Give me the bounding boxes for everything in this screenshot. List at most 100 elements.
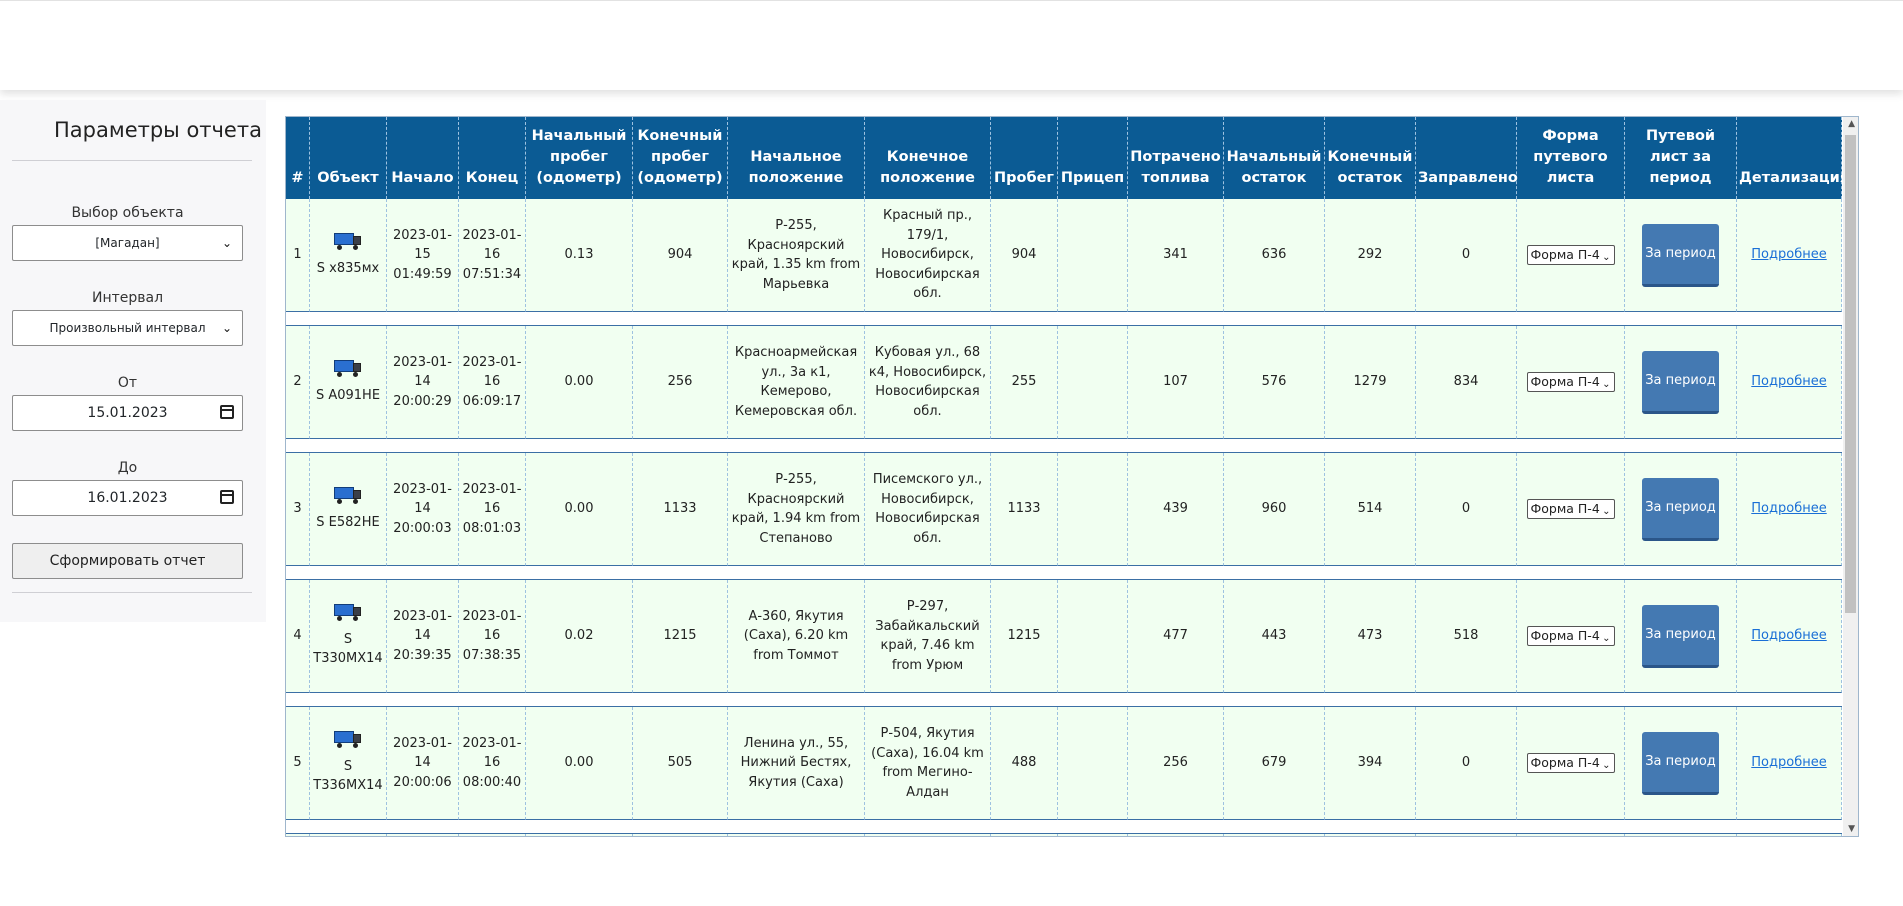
object-select[interactable]: [Магадан] ⌄ (12, 225, 243, 261)
refueled-cell: 0 (1416, 707, 1517, 820)
col-header: Конечный остаток (1325, 117, 1416, 199)
period-waybill-button[interactable]: За период (1642, 477, 1719, 541)
object-cell (310, 834, 387, 836)
mileage-cell: 904 (991, 199, 1058, 312)
calendar-icon[interactable] (220, 490, 234, 504)
waybill-form-select[interactable]: Форма П-4 ⌄ (1526, 625, 1615, 646)
scroll-down-icon[interactable]: ▼ (1848, 824, 1855, 834)
waybill-form-select[interactable]: Форма П-4 ⌄ (1526, 371, 1615, 392)
mileage-cell: 255 (991, 326, 1058, 439)
col-header: Конечное положение (865, 117, 991, 199)
interval-label: Интервал (91, 290, 164, 306)
refueled-cell: 518 (1416, 580, 1517, 693)
object-cell: S x835мх (310, 199, 387, 312)
end-position-cell: Р-504, Якутия (Саха), 16.04 km from Меги… (865, 707, 991, 820)
odometer-start-cell: 0.00 (526, 707, 633, 820)
period-waybill-button[interactable]: За период (1642, 731, 1719, 795)
trailer-cell: АЕ 2511 (1058, 834, 1128, 836)
period-cell: За период (1625, 453, 1737, 566)
detail-cell: Подробнее (1737, 453, 1842, 566)
calendar-icon[interactable] (220, 405, 234, 419)
trailer-cell (1058, 453, 1128, 566)
start-time-cell: 2023-01-14 20:00:06 (387, 707, 459, 820)
object-name: S x835мх (316, 260, 380, 276)
trailer-cell (1058, 707, 1128, 820)
end-time-cell: 2023-01-16 07:51:34 (459, 199, 526, 312)
object-name: S A091HE (315, 387, 381, 403)
chevron-down-icon: ⌄ (1602, 759, 1611, 771)
object-cell: S T336MX14 (310, 707, 387, 820)
fuel-end-cell: 514 (1325, 453, 1416, 566)
interval-select-value: Произвольный интервал (49, 321, 206, 335)
form-cell: Форма П-4 ⌄ (1517, 453, 1625, 566)
start-position-cell: А-360, Якутия (Саха), 6.20 km from Томмо… (728, 580, 865, 693)
start-position-cell: Р-255, Красноярский край, 1.94 km from С… (728, 453, 865, 566)
period-waybill-button[interactable]: За период (1642, 223, 1719, 287)
table-row: 1 S x835мх 2023-01-15 01:49:59 2023-01-1… (286, 199, 1842, 312)
truck-icon (334, 603, 362, 622)
row-spacer-cell (286, 566, 1842, 580)
to-label: До (117, 460, 138, 476)
odometer-end-cell: 256 (633, 326, 728, 439)
odometer-end-cell: 904 (633, 199, 728, 312)
chevron-down-icon: ⌄ (1602, 632, 1611, 644)
fuel-start-cell: 679 (1224, 707, 1325, 820)
chevron-down-icon: ⌄ (221, 321, 232, 335)
fuel-end-cell: 1458 (1325, 834, 1416, 836)
fuel-end-cell: 473 (1325, 580, 1416, 693)
end-time-cell: 2023-01-16 08:01:03 (459, 453, 526, 566)
start-position-cell: Р-255, Красноярский край, 1.35 km from М… (728, 199, 865, 312)
details-link[interactable]: Подробнее (1751, 501, 1827, 517)
scrollbar-thumb[interactable] (1845, 135, 1856, 613)
truck-icon (334, 359, 362, 377)
object-name: S E582HE (316, 514, 380, 530)
fuel-spent-cell: 107 (1128, 326, 1224, 439)
period-cell: За период (1625, 326, 1737, 439)
scroll-up-icon[interactable]: ▲ (1848, 119, 1855, 129)
details-link[interactable]: Подробнее (1751, 247, 1827, 263)
details-link[interactable]: Подробнее (1751, 374, 1827, 390)
odometer-start-cell: 0.00 (526, 453, 633, 566)
row-number: 6 (286, 834, 310, 836)
odometer-end-cell: 1360 (633, 834, 728, 836)
waybill-form-select[interactable]: Форма П-4 ⌄ (1526, 244, 1615, 265)
period-waybill-button[interactable]: За период (1642, 350, 1719, 414)
to-date-input[interactable]: 16.01.2023 (12, 480, 243, 516)
odometer-start-cell: 0.00 (526, 834, 633, 836)
from-date-input[interactable]: 15.01.2023 (12, 395, 243, 431)
from-date-value: 15.01.2023 (87, 405, 168, 421)
form-cell: Форма П-4 ⌄ (1517, 326, 1625, 439)
period-cell: За период (1625, 580, 1737, 693)
row-spacer (286, 693, 1842, 707)
truck-icon (334, 730, 362, 749)
refueled-cell: 1589 (1416, 834, 1517, 836)
divider (12, 592, 252, 593)
waybill-form-select[interactable]: Форма П-4 ⌄ (1526, 498, 1615, 519)
object-cell: S A091HE (310, 326, 387, 439)
table-row: 4 S T330MX14 2023-01-14 20:39:35 2023-01… (286, 580, 1842, 693)
end-time-cell: 2023-01-16 06:09:17 (459, 326, 526, 439)
waybill-form-select[interactable]: Форма П-4 ⌄ (1526, 752, 1615, 773)
row-number: 3 (286, 453, 310, 566)
detail-cell: Подробнее (1737, 326, 1842, 439)
waybill-form-value: Форма П-4 (1530, 627, 1600, 643)
details-link[interactable]: Подробнее (1751, 628, 1827, 644)
object-cell: S T330MX14 (310, 580, 387, 693)
table-header-row: # Объект Начало Конец Начальный пробег (… (286, 117, 1849, 199)
report-table-container: # Объект Начало Конец Начальный пробег (… (285, 116, 1859, 837)
generate-report-button[interactable]: Сформировать отчет (12, 543, 243, 579)
details-link[interactable]: Подробнее (1751, 755, 1827, 771)
vertical-scrollbar[interactable]: ▲ ▼ (1843, 117, 1858, 836)
start-position-cell: А-360, Амурская обл., 12.79 km from (728, 834, 865, 836)
interval-select[interactable]: Произвольный интервал ⌄ (12, 310, 243, 346)
odometer-end-cell: 505 (633, 707, 728, 820)
row-number: 1 (286, 199, 310, 312)
detail-cell: Подробнее (1737, 707, 1842, 820)
detail-cell: Подробнее (1737, 580, 1842, 693)
fuel-spent-cell: 439 (1128, 453, 1224, 566)
period-waybill-button[interactable]: За период (1642, 604, 1719, 668)
start-time-cell: 2023-01-14 20:00:29 (387, 326, 459, 439)
form-cell: Форма П-4 ⌄ (1517, 707, 1625, 820)
row-spacer-cell (286, 820, 1842, 834)
chevron-down-icon: ⌄ (1602, 251, 1611, 263)
